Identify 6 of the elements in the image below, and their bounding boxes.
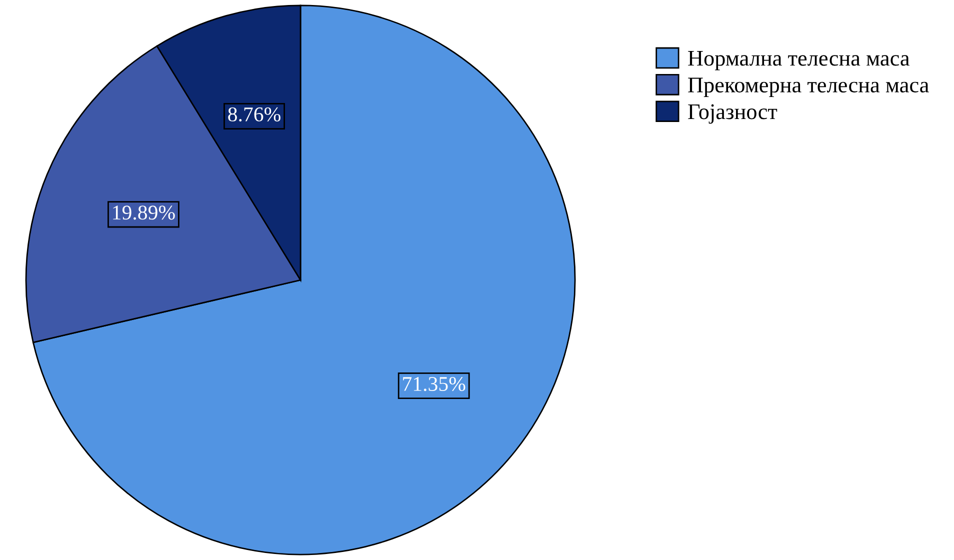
legend-label: Гојазност <box>688 104 778 124</box>
data-label: 8.76% <box>228 107 280 122</box>
legend-label: Прекомерна телесна маса <box>688 78 929 98</box>
data-label: 71.35% <box>403 376 466 392</box>
legend-label: Нормална телесна маса <box>688 51 910 70</box>
data-label: 19.89% <box>113 206 175 220</box>
